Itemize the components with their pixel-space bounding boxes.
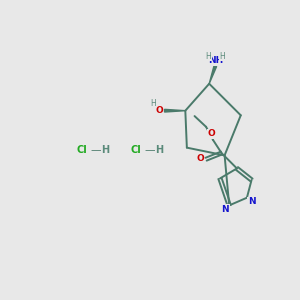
Text: —: — — [90, 145, 102, 155]
Text: O: O — [155, 106, 163, 115]
Text: —: — — [144, 145, 155, 155]
Text: Cl: Cl — [77, 145, 88, 155]
Text: O: O — [196, 154, 204, 163]
Text: H: H — [206, 52, 211, 61]
Polygon shape — [209, 66, 217, 84]
Polygon shape — [164, 109, 185, 112]
Text: O: O — [208, 129, 215, 138]
Text: H: H — [101, 145, 109, 155]
Text: H: H — [150, 99, 156, 108]
Text: H: H — [219, 52, 225, 61]
Text: NH: NH — [208, 56, 223, 65]
Text: H: H — [155, 145, 163, 155]
Text: Cl: Cl — [131, 145, 141, 155]
Text: N: N — [221, 205, 229, 214]
Text: N: N — [248, 197, 255, 206]
